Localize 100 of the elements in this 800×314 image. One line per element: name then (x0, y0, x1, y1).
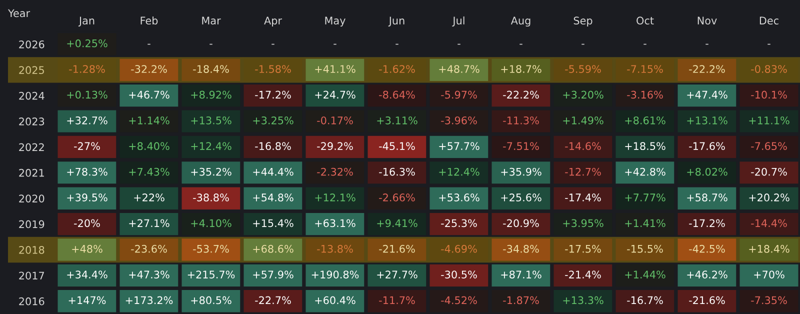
data-label: +57.7% (439, 142, 480, 150)
data-label: +8.92% (191, 90, 232, 99)
data-label: -0.17% (317, 116, 353, 124)
data-label: +41.1% (315, 65, 356, 73)
text: - (210, 44, 212, 45)
x-tick-label: Mar (202, 16, 221, 25)
data-label: +87.1% (501, 270, 542, 278)
data-label: +8.02% (687, 168, 728, 176)
data-label: -13.8% (317, 244, 353, 253)
data-label: -29.2% (317, 142, 353, 150)
y-tick-label: 2017 (19, 272, 44, 280)
data-label: -3.96% (441, 116, 477, 124)
data-label: +11.1% (749, 116, 790, 124)
data-label: -14.4% (751, 219, 787, 228)
y-tick-label: 2016 (19, 297, 44, 306)
data-label: +53.6% (439, 194, 480, 202)
data-label: -20% (74, 219, 100, 228)
data-label: -16.3% (379, 168, 415, 176)
y-tick-label: 2022 (19, 143, 44, 152)
data-label: +190.8% (312, 270, 359, 278)
data-label: +1.14% (129, 116, 170, 124)
data-label: +80.5% (191, 296, 232, 304)
data-label: +12.4% (191, 142, 232, 150)
data-label: -7.35% (751, 296, 787, 304)
x-tick-label: Jul (452, 16, 464, 26)
data-label: -20.7% (751, 168, 787, 176)
data-label: -25.3% (441, 219, 477, 228)
data-label: +46.2% (687, 270, 728, 278)
data-label: +13.1% (687, 116, 728, 124)
data-label: +35.2% (191, 168, 232, 176)
data-label: +1.41% (625, 219, 666, 228)
x-tick-label: Sep (574, 16, 592, 27)
y-tick-label: 2020 (19, 194, 44, 202)
data-label: -7.65% (751, 142, 787, 150)
data-label: -17.2% (255, 90, 291, 99)
data-label: -23.6% (131, 244, 167, 253)
data-label: -1.87% (503, 296, 539, 304)
data-label: -16.7% (627, 296, 663, 304)
data-label: +58.7% (687, 194, 728, 202)
data-label: +15.4% (253, 219, 294, 228)
data-label: +215.7% (188, 270, 235, 278)
text: - (644, 44, 646, 45)
data-label: -2.32% (317, 168, 353, 176)
data-label: +63.1% (315, 219, 356, 228)
data-label: +39.5% (67, 194, 108, 202)
text: - (148, 44, 150, 45)
data-label: -17.2% (689, 219, 725, 228)
data-label: +35.9% (501, 168, 542, 176)
y-tick-label: 2025 (19, 66, 44, 74)
data-label: +78.3% (67, 168, 108, 176)
data-label: -27% (74, 142, 100, 150)
data-label: +68.6% (253, 244, 294, 253)
x-tick-label: May (325, 16, 346, 27)
data-label: -34.8% (503, 244, 539, 253)
data-label: -30.5% (441, 270, 477, 278)
data-label: +8.61% (625, 116, 666, 124)
data-label: -12.7% (565, 168, 601, 176)
data-label: +60.4% (315, 296, 356, 304)
data-label: -1.62% (379, 65, 415, 73)
data-label: +0.13% (67, 90, 108, 99)
y-tick-label: 2026 (19, 40, 44, 48)
data-label: +47.3% (129, 270, 170, 278)
data-label: +1.44% (625, 270, 666, 278)
x-tick-label: Nov (698, 16, 717, 25)
x-tick-label: Aug (510, 16, 530, 27)
data-label: +12.1% (315, 194, 356, 202)
data-label: +24.7% (315, 90, 356, 99)
x-tick-label: Oct (636, 16, 654, 25)
data-label: -21.4% (565, 270, 601, 278)
data-label: -5.97% (441, 90, 477, 99)
data-label: +34.4% (67, 270, 108, 278)
data-label: +18.5% (625, 142, 666, 150)
data-label: +13.5% (191, 116, 232, 124)
data-label: +42.8% (625, 168, 666, 176)
data-label: +18.7% (501, 65, 542, 73)
text: - (272, 44, 274, 45)
data-label: +7.77% (625, 194, 666, 202)
data-label: -42.5% (689, 244, 725, 253)
data-label: +27.7% (377, 270, 418, 278)
text: - (520, 44, 522, 45)
x-tick-label: Dec (760, 16, 778, 25)
data-label: -7.51% (503, 142, 539, 150)
data-label: +3.11% (377, 116, 418, 124)
data-label: +4.10% (191, 219, 232, 228)
text: - (458, 44, 460, 45)
text: - (768, 44, 770, 45)
data-label: +47.4% (687, 90, 728, 99)
data-label: +25.6% (501, 194, 542, 202)
text: - (334, 44, 336, 45)
data-label: -5.59% (565, 65, 601, 73)
data-label: +32.7% (67, 116, 108, 124)
data-label: +12.4% (439, 168, 480, 176)
data-label: +18.4% (749, 244, 790, 253)
data-label: -21.6% (379, 244, 415, 253)
data-label: -11.7% (379, 296, 415, 304)
data-label: -11.3% (503, 116, 539, 124)
data-label: +54.8% (253, 194, 294, 202)
data-label: -22.2% (503, 90, 539, 99)
data-label: -21.6% (689, 296, 725, 304)
y-tick-label: 2024 (19, 92, 44, 100)
